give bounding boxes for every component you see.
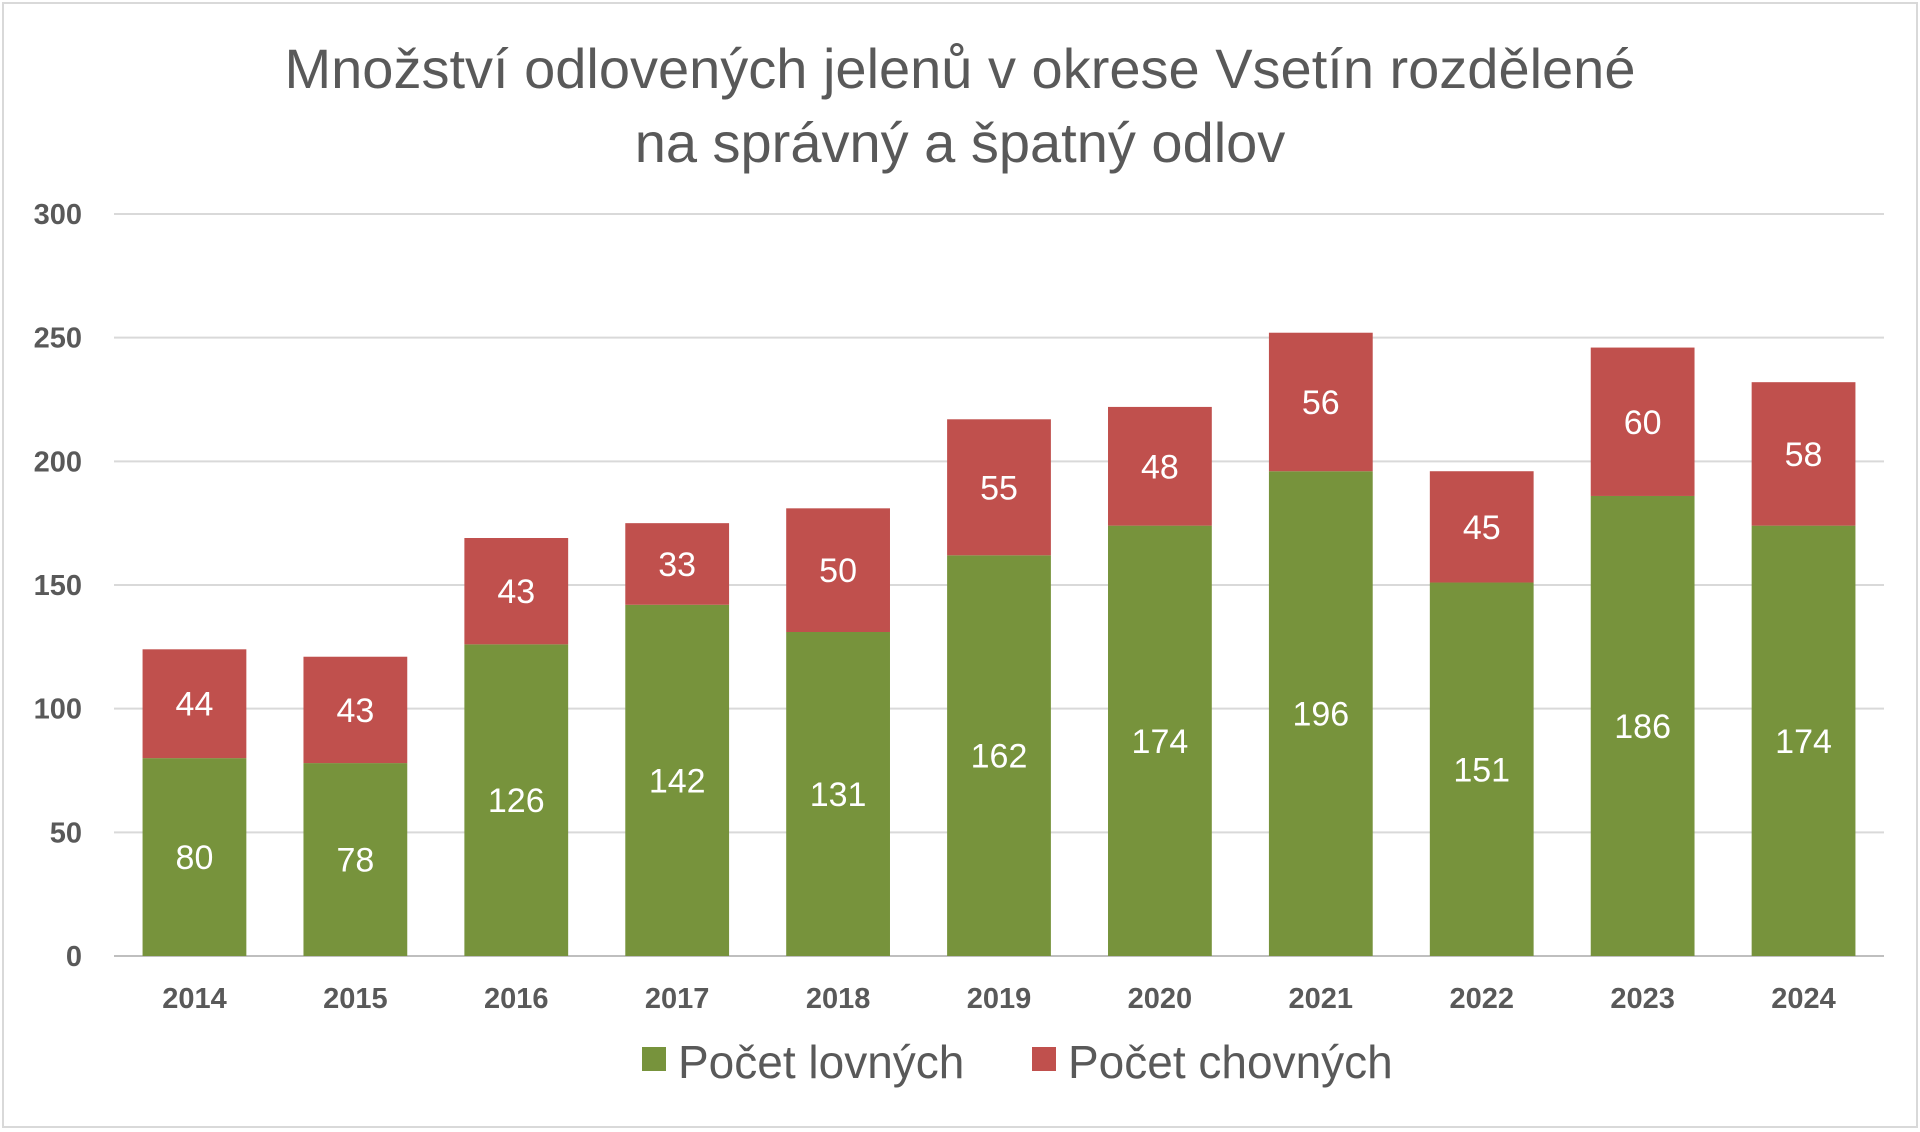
legend-label: Počet chovných <box>1068 1036 1393 1088</box>
bar-segment-chovnych <box>1429 471 1534 583</box>
bar-segment-chovnych <box>786 508 890 632</box>
x-tick-label: 2015 <box>323 983 388 1015</box>
bar-segment-lovnych <box>464 644 569 956</box>
data-label: 33 <box>658 546 696 584</box>
bar-segment-lovnych <box>625 604 730 956</box>
bar-chart: 0 50 100 150 200 250 300 80 44 2014 78 43 2015 126 43 2… <box>34 199 1884 1088</box>
data-label: 78 <box>336 842 374 880</box>
y-tick-label: 200 <box>34 446 82 478</box>
data-label: 151 <box>1453 751 1510 789</box>
data-label: 142 <box>649 762 706 800</box>
data-label: 162 <box>971 738 1028 776</box>
bar-segment-chovnych <box>1268 332 1373 472</box>
bar-segment-lovnych <box>142 758 247 956</box>
y-tick-label: 0 <box>66 941 82 973</box>
data-label: 60 <box>1624 404 1662 442</box>
bar-segment-chovnych <box>1108 406 1212 526</box>
y-tick-label: 50 <box>50 817 82 849</box>
x-tick-label: 2024 <box>1771 983 1836 1015</box>
data-label: 56 <box>1302 384 1340 422</box>
data-label: 186 <box>1614 708 1671 746</box>
data-label: 174 <box>1132 723 1189 761</box>
chart-title: Množství odlovených jelenů v okrese Vset… <box>4 32 1916 180</box>
bar-segment-chovnych <box>142 649 247 759</box>
data-label: 44 <box>176 686 214 724</box>
bar-segment-chovnych <box>1590 347 1695 496</box>
data-label: 196 <box>1292 696 1349 734</box>
x-tick-label: 2019 <box>967 983 1032 1015</box>
y-tick-label: 300 <box>34 199 82 231</box>
bar-segment-lovnych <box>1429 582 1534 956</box>
bar-segment-chovnych <box>1751 382 1856 526</box>
bar-segment-lovnych <box>1108 525 1212 956</box>
bar-segment-chovnych <box>464 538 569 645</box>
bar-segment-chovnych <box>303 656 408 764</box>
bar-segment-lovnych <box>786 631 890 956</box>
data-label: 43 <box>336 692 374 730</box>
x-tick-label: 2016 <box>484 983 549 1015</box>
x-tick-label: 2020 <box>1128 983 1193 1015</box>
data-label: 126 <box>488 782 545 820</box>
data-label: 55 <box>980 469 1018 507</box>
x-tick-label: 2014 <box>162 983 227 1015</box>
legend-swatch <box>642 1047 666 1071</box>
bar-segment-lovnych <box>1268 471 1373 956</box>
chart-title-line-2: na správný a špatný odlov <box>634 111 1286 174</box>
legend-swatch <box>1032 1047 1056 1071</box>
x-tick-label: 2022 <box>1449 983 1514 1015</box>
bar-segment-lovnych <box>1590 495 1695 956</box>
data-label: 174 <box>1775 723 1832 761</box>
bar-segment-lovnych <box>947 555 1051 956</box>
bar-segment-chovnych <box>947 419 1051 556</box>
legend-label: Počet lovných <box>678 1036 964 1088</box>
chart-title-line-1: Množství odlovených jelenů v okrese Vset… <box>284 37 1636 100</box>
data-label: 43 <box>497 573 535 611</box>
data-label: 131 <box>810 776 867 814</box>
x-tick-label: 2017 <box>645 983 710 1015</box>
data-label: 48 <box>1141 448 1179 486</box>
x-tick-label: 2021 <box>1289 983 1354 1015</box>
data-label: 50 <box>819 552 857 590</box>
y-tick-label: 250 <box>34 323 82 355</box>
data-label: 58 <box>1785 436 1823 474</box>
x-tick-label: 2018 <box>806 983 871 1015</box>
bar-segment-lovnych <box>1751 525 1856 956</box>
data-label: 45 <box>1463 509 1501 547</box>
y-tick-label: 100 <box>34 694 82 726</box>
data-label: 80 <box>176 839 214 877</box>
y-tick-label: 150 <box>34 570 82 602</box>
x-tick-label: 2023 <box>1610 983 1675 1015</box>
bar-segment-chovnych <box>625 523 730 605</box>
bar-segment-lovnych <box>303 763 408 956</box>
